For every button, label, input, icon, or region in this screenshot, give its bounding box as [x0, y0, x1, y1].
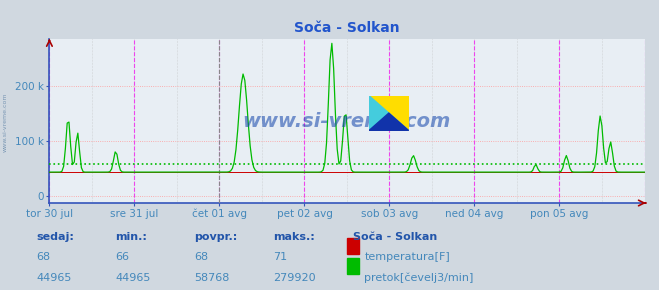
Text: 68: 68	[194, 252, 208, 262]
Text: 58768: 58768	[194, 273, 230, 282]
Text: min.:: min.:	[115, 232, 147, 242]
Title: Soča - Solkan: Soča - Solkan	[294, 21, 400, 35]
Text: pretok[čevelj3/min]: pretok[čevelj3/min]	[364, 273, 474, 283]
Text: temperatura[F]: temperatura[F]	[364, 252, 450, 262]
Polygon shape	[369, 96, 409, 130]
Polygon shape	[369, 96, 409, 130]
Text: 44965: 44965	[115, 273, 151, 282]
Text: 279920: 279920	[273, 273, 316, 282]
Text: Soča - Solkan: Soča - Solkan	[353, 232, 437, 242]
Text: 66: 66	[115, 252, 129, 262]
Text: 71: 71	[273, 252, 287, 262]
Text: sedaj:: sedaj:	[36, 232, 74, 242]
Text: povpr.:: povpr.:	[194, 232, 238, 242]
Text: 68: 68	[36, 252, 50, 262]
Text: maks.:: maks.:	[273, 232, 315, 242]
Polygon shape	[369, 113, 409, 130]
Text: www.si-vreme.com: www.si-vreme.com	[3, 92, 8, 152]
Text: 44965: 44965	[36, 273, 72, 282]
Text: www.si-vreme.com: www.si-vreme.com	[243, 112, 451, 130]
